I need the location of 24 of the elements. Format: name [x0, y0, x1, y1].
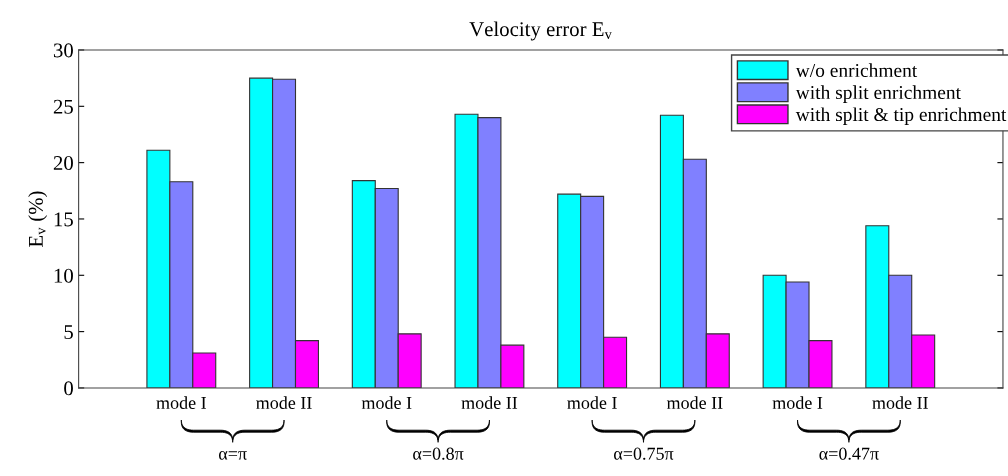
text: α=π [218, 451, 247, 460]
text: α=0.8π [413, 447, 464, 460]
x-tick-label: mode II [256, 396, 312, 409]
x-tick-label: mode I [772, 396, 823, 409]
legend-label: with split enrichment [795, 85, 961, 103]
x-tick-label: mode II [872, 396, 928, 409]
x-tick-label: mode I [361, 396, 412, 409]
y-tick-label: 20 [53, 156, 73, 171]
y-tick-label: 30 [53, 43, 73, 58]
x-tick-label: mode II [461, 396, 518, 409]
legend-label: with split & tip enrichment [795, 107, 1007, 126]
legend-label: w/o enrichment [795, 63, 918, 78]
x-tick-label: mode II [666, 396, 723, 409]
y-axis-title: E$_{v}$ (%) [28, 191, 48, 248]
y-tick-label: 15 [54, 212, 73, 227]
y-tick-label: 5 [64, 325, 73, 340]
text: α=0.75π [614, 447, 674, 460]
x-tick-label: mode I [156, 396, 207, 409]
y-tick-label: 0 [64, 381, 73, 396]
y-tick-label: 10 [54, 268, 73, 283]
text: α=0.47π [819, 447, 879, 460]
chart-title: Velocity error E$_{v}$ [469, 21, 612, 41]
y-tick-label: 25 [53, 99, 73, 114]
x-tick-label: mode I [567, 396, 617, 409]
